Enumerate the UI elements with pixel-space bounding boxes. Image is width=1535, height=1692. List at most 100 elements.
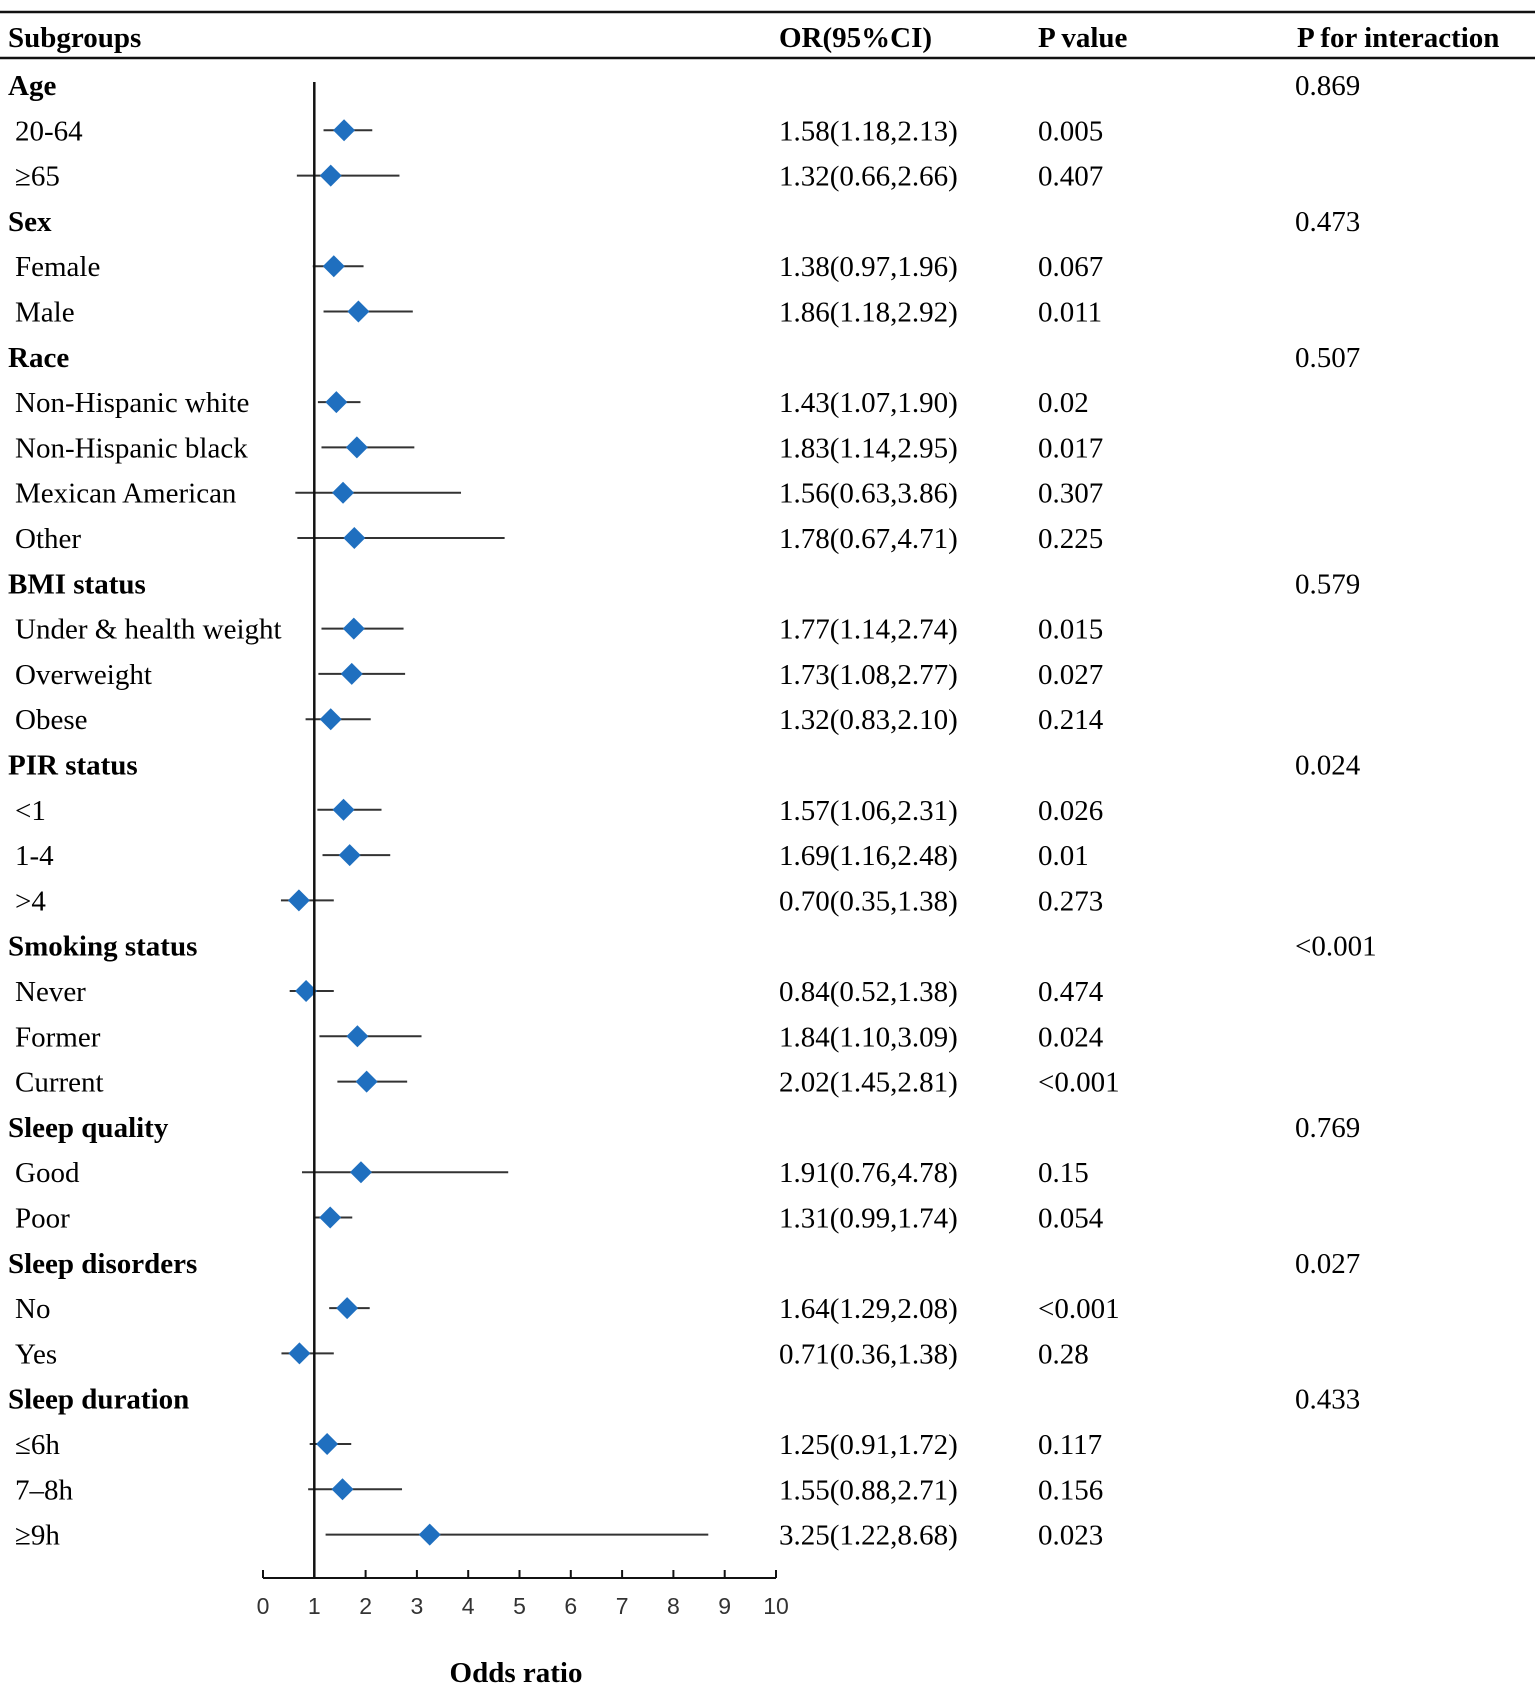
- group-label: Sleep disorders: [8, 1248, 197, 1280]
- plot-area: [280, 82, 709, 1578]
- header-or: OR(95%CI): [779, 22, 932, 54]
- p-interaction-value: 0.769: [1295, 1112, 1360, 1144]
- or-ci-value: 1.84(1.10,3.09): [779, 1021, 958, 1053]
- or-marker: [332, 481, 355, 504]
- subgroup-label: Current: [15, 1067, 104, 1099]
- p-value: 0.407: [1038, 161, 1103, 193]
- subgroup-label: Other: [15, 523, 81, 555]
- subgroup-label: Poor: [15, 1203, 70, 1235]
- or-ci-value: 2.02(1.45,2.81): [779, 1067, 958, 1099]
- subgroup-label: Obese: [15, 704, 87, 736]
- or-ci-value: 1.78(0.67,4.71): [779, 523, 958, 555]
- p-value: 0.15: [1038, 1157, 1089, 1189]
- x-axis: 0 1 2 3 4 5 6 7 8 9 10: [257, 1570, 789, 1619]
- p-value: 0.273: [1038, 885, 1103, 917]
- subgroup-label: >4: [15, 885, 46, 917]
- or-marker: [319, 164, 342, 187]
- p-value: 0.011: [1038, 297, 1102, 329]
- subgroup-label: ≥65: [15, 161, 60, 193]
- or-marker: [288, 1342, 311, 1365]
- x-tick-label: 6: [564, 1593, 577, 1619]
- p-interaction-value: <0.001: [1295, 931, 1377, 963]
- x-tick-label: 10: [763, 1593, 789, 1619]
- or-marker: [347, 300, 370, 323]
- x-tick-label: 2: [359, 1593, 372, 1619]
- or-marker: [325, 391, 348, 414]
- p-value: 0.054: [1038, 1203, 1104, 1235]
- subgroup-label: 7–8h: [15, 1474, 74, 1506]
- subgroup-label: Overweight: [15, 659, 152, 691]
- p-value: 0.225: [1038, 523, 1103, 555]
- or-marker: [418, 1523, 441, 1546]
- group-label: Age: [8, 70, 56, 102]
- p-value: 0.214: [1038, 704, 1104, 736]
- subgroup-label: Male: [15, 297, 75, 329]
- or-ci-value: 1.43(1.07,1.90): [779, 387, 958, 419]
- p-value: 0.023: [1038, 1520, 1103, 1552]
- p-interaction-value: 0.024: [1295, 750, 1361, 782]
- or-marker: [343, 527, 366, 549]
- header-p-interaction: P for interaction: [1297, 22, 1499, 54]
- x-tick-label: 4: [462, 1593, 475, 1619]
- header-subgroups: Subgroups: [8, 22, 141, 54]
- subgroup-label: Non-Hispanic white: [15, 387, 249, 419]
- p-value: <0.001: [1038, 1067, 1120, 1099]
- x-tick-label: 7: [616, 1593, 629, 1619]
- subgroup-label: 1-4: [15, 840, 54, 872]
- or-ci-value: 1.38(0.97,1.96): [779, 251, 958, 283]
- group-label: Sleep quality: [8, 1112, 169, 1144]
- group-label: Smoking status: [8, 931, 197, 963]
- subgroup-label: Female: [15, 251, 100, 283]
- or-marker: [331, 1478, 354, 1501]
- or-marker: [345, 436, 368, 459]
- x-tick-label: 5: [513, 1593, 526, 1619]
- group-label: PIR status: [8, 750, 138, 782]
- or-ci-value: 1.91(0.76,4.78): [779, 1157, 958, 1189]
- x-tick-label: 9: [718, 1593, 731, 1619]
- p-interaction-value: 0.027: [1295, 1248, 1360, 1280]
- p-interaction-value: 0.869: [1295, 70, 1360, 102]
- subgroup-label: Never: [15, 976, 86, 1008]
- p-value: 0.307: [1038, 478, 1103, 510]
- x-tick-label: 0: [257, 1593, 270, 1619]
- group-label: BMI status: [8, 568, 146, 600]
- or-marker: [342, 617, 365, 640]
- group-label: Sex: [8, 206, 52, 238]
- or-marker: [346, 1025, 369, 1048]
- subgroup-label: Good: [15, 1157, 80, 1189]
- p-interaction-value: 0.473: [1295, 206, 1360, 238]
- subgroup-label: Non-Hispanic black: [15, 432, 248, 464]
- p-value: 0.117: [1038, 1429, 1102, 1461]
- subgroup-label: Under & health weight: [15, 614, 282, 646]
- or-ci-value: 1.32(0.83,2.10): [779, 704, 958, 736]
- header-p-value: P value: [1038, 22, 1128, 54]
- x-axis-label: Odds ratio: [450, 1657, 583, 1689]
- p-value: 0.156: [1038, 1474, 1103, 1506]
- or-ci-value: 1.56(0.63,3.86): [779, 478, 958, 510]
- group-label: Sleep duration: [8, 1384, 189, 1416]
- subgroup-label: No: [15, 1293, 50, 1325]
- or-marker: [316, 1433, 339, 1455]
- p-value: 0.017: [1038, 432, 1103, 464]
- or-ci-value: 1.58(1.18,2.13): [779, 115, 958, 147]
- or-ci-value: 0.84(0.52,1.38): [779, 976, 958, 1008]
- x-tick-label: 1: [308, 1593, 321, 1619]
- subgroup-label: ≥9h: [15, 1520, 60, 1552]
- or-marker: [349, 1161, 372, 1184]
- subgroup-label: 20-64: [15, 115, 83, 147]
- or-ci-value: 1.25(0.91,1.72): [779, 1429, 958, 1461]
- or-marker: [336, 1297, 359, 1320]
- subgroup-label: Yes: [15, 1338, 57, 1370]
- p-value: 0.02: [1038, 387, 1089, 419]
- or-marker: [338, 844, 361, 867]
- p-value: <0.001: [1038, 1293, 1120, 1325]
- or-ci-value: 1.55(0.88,2.71): [779, 1474, 958, 1506]
- or-marker: [322, 255, 345, 278]
- or-ci-value: 0.71(0.36,1.38): [779, 1338, 958, 1370]
- or-marker: [333, 119, 356, 142]
- or-marker: [332, 798, 355, 821]
- subgroup-label: <1: [15, 795, 46, 827]
- or-ci-value: 1.86(1.18,2.92): [779, 297, 958, 329]
- or-marker: [319, 708, 342, 731]
- p-interaction-value: 0.433: [1295, 1384, 1360, 1416]
